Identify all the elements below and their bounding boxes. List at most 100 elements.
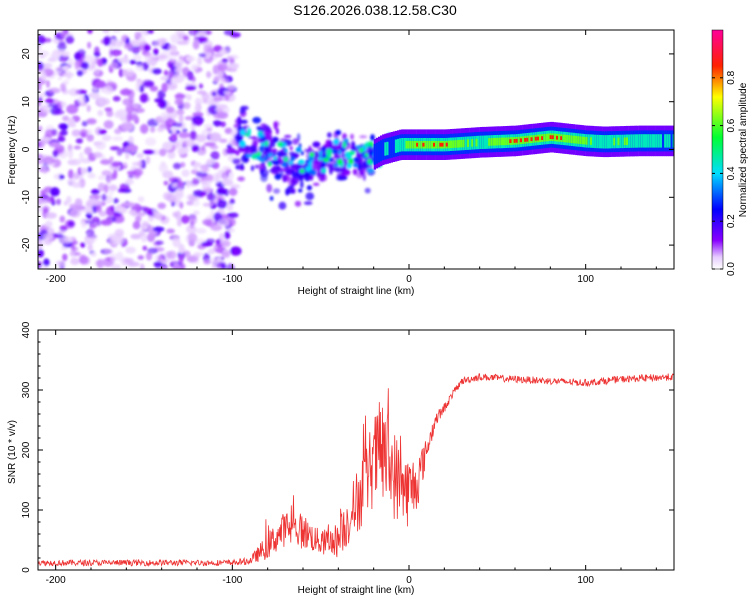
heatmap-cell [250, 165, 255, 172]
heatmap-cell [102, 30, 110, 34]
heatmap-cell [269, 196, 274, 201]
heatmap-cell [203, 44, 214, 54]
heatmap-cell [201, 145, 206, 151]
heatmap-cell [252, 116, 262, 124]
heatmap-cell [71, 240, 79, 245]
heatmap-cell [653, 134, 656, 148]
heatmap-cell [312, 182, 320, 186]
heatmap-cell [659, 134, 663, 148]
heatmap-cell [226, 203, 234, 212]
heatmap-cell [81, 61, 90, 70]
heatmap-cell [275, 165, 281, 169]
heatmap-cell [137, 36, 146, 45]
heatmap-cell [619, 134, 622, 149]
heatmap-cell [169, 49, 180, 58]
heatmap-cell [642, 134, 646, 148]
heatmap-cell [137, 255, 144, 260]
heatmap-cell [235, 165, 240, 169]
heatmap-cell [315, 164, 321, 172]
heatmap-cell [260, 170, 263, 175]
heatmap-cell [86, 118, 97, 125]
heatmap-cell [343, 169, 351, 176]
heatmap-cell [356, 145, 361, 149]
heatmap-cell [295, 147, 302, 153]
heatmap-cell [441, 142, 444, 147]
heatmap-cell [275, 128, 279, 135]
heatmap-cell [366, 168, 374, 172]
heatmap-cell [126, 144, 139, 152]
heatmap-cell [335, 129, 342, 136]
heatmap-cell [399, 138, 402, 152]
heatmap-cell [321, 160, 325, 169]
heatmap-cell [210, 145, 219, 150]
heatmap-cell [503, 137, 506, 146]
heatmap-cell [226, 212, 239, 218]
heatmap-cell [422, 142, 425, 147]
heatmap-cell [534, 136, 538, 141]
heatmap-cell [668, 134, 671, 148]
heatmap-cell [74, 59, 80, 70]
heatmap-cell [439, 142, 442, 147]
heatmap-cell [92, 152, 103, 159]
heatmap-cell [177, 147, 187, 155]
snr-ytick-label: 400 [21, 321, 32, 338]
heatmap-cell [70, 257, 80, 265]
heatmap-cell [454, 140, 457, 148]
heatmap-cell [101, 170, 112, 177]
heatmap-cell [198, 83, 204, 89]
heatmap-cell [41, 73, 47, 81]
heatmap-cell [209, 132, 222, 142]
heatmap-cell [167, 150, 176, 160]
heatmap-cell [562, 134, 565, 143]
heatmap-cell [309, 169, 317, 176]
heatmap-cell [103, 248, 114, 254]
heatmap-cell [541, 136, 544, 140]
heatmap-cell [42, 165, 48, 175]
heatmap-cell [47, 227, 55, 234]
heatmap-cell [288, 170, 292, 176]
heatmap-cell [609, 135, 612, 149]
colorbar-swatch [711, 29, 724, 270]
heatmap-cell [496, 137, 499, 146]
heatmap-cell [125, 178, 134, 185]
snr-ytick-label: 0 [21, 567, 32, 573]
heatmap-cell [553, 133, 557, 142]
heatmap-cell [140, 225, 148, 230]
heatmap-cell [215, 173, 220, 183]
heatmap-cell [162, 141, 173, 151]
heatmap-cell [364, 142, 370, 148]
heatmap-cell [110, 263, 122, 269]
heatmap-cell [196, 90, 207, 95]
heatmap-cell [139, 30, 146, 33]
heatmap-cell [186, 179, 191, 189]
heatmap-cell [38, 50, 50, 57]
heatmap-cell [416, 142, 419, 147]
heatmap-cell [273, 156, 278, 160]
heatmap-cell [172, 211, 178, 218]
heatmap-cell [197, 31, 206, 37]
heatmap-cell [156, 126, 165, 133]
heatmap-cell [183, 139, 195, 147]
heatmap-cell [110, 49, 122, 57]
heatmap-cell [51, 142, 61, 147]
heatmap-cell [176, 40, 188, 45]
heatmap-cell [67, 220, 75, 227]
heatmap-cell [122, 162, 128, 169]
snr-ytick-label: 200 [21, 441, 32, 458]
heatmap-cell [95, 140, 106, 150]
heatmap-cell [407, 140, 410, 149]
heatmap-cell [244, 158, 248, 164]
heatmap-cell [239, 140, 246, 147]
heatmap-cell [263, 156, 268, 160]
heatmap-cell [100, 159, 112, 165]
spectrogram-ytick-label: 20 [21, 48, 32, 60]
heatmap-cell [547, 133, 550, 142]
heatmap-cell [90, 188, 100, 195]
heatmap-cell [179, 201, 184, 209]
heatmap-cell [149, 85, 158, 92]
heatmap-cell [589, 137, 593, 145]
heatmap-cell [166, 228, 175, 234]
heatmap-cell [65, 35, 75, 44]
heatmap-cell [539, 134, 542, 143]
colorbar-tick-label: 0.2 [726, 214, 737, 228]
